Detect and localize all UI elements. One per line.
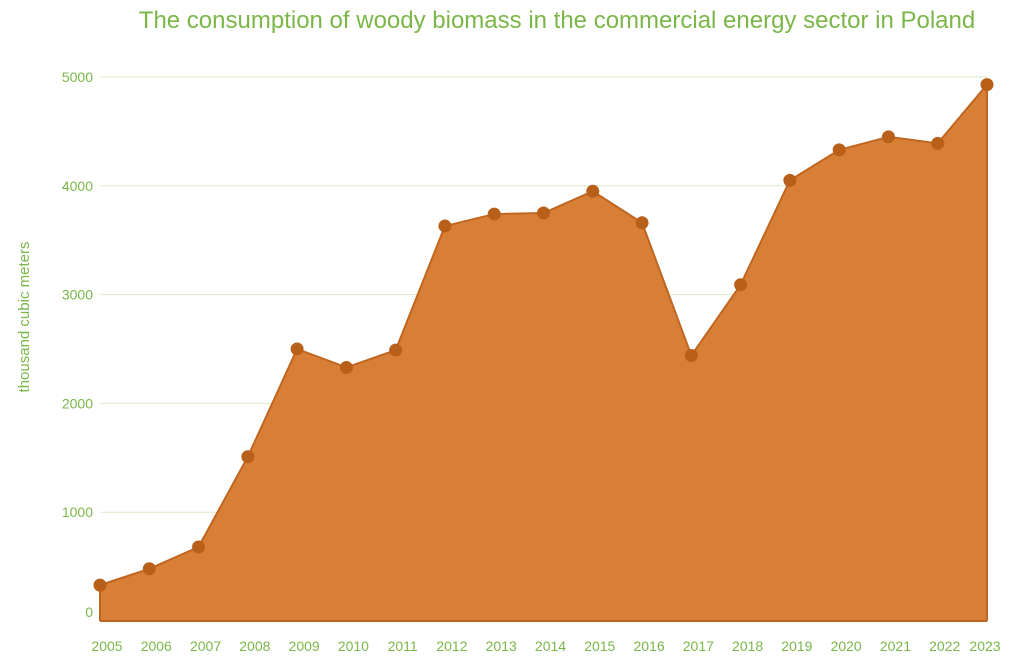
x-tick-label: 2019 <box>781 638 812 654</box>
data-point-2015 <box>586 184 600 198</box>
x-tick-label: 2018 <box>732 638 763 654</box>
data-point-2010 <box>339 360 353 374</box>
x-tick-label: 2016 <box>633 638 664 654</box>
x-tick-label: 2022 <box>929 638 960 654</box>
data-point-2007 <box>192 540 206 554</box>
x-tick-label: 2021 <box>880 638 911 654</box>
data-point-2016 <box>635 216 649 230</box>
x-tick-label: 2011 <box>388 638 418 654</box>
x-tick-label: 2023 <box>969 638 1000 654</box>
x-tick-label: 2013 <box>486 638 517 654</box>
y-tick-label: 2000 <box>62 395 93 411</box>
x-tick-label: 2006 <box>141 638 172 654</box>
x-tick-label: 2008 <box>239 638 270 654</box>
y-tick-label: 0 <box>85 604 93 620</box>
data-point-2013 <box>487 207 501 221</box>
y-axis-ticks: 0 1000 2000 3000 4000 5000 <box>62 69 93 620</box>
data-point-2017 <box>684 349 698 363</box>
data-point-2023 <box>980 78 994 92</box>
data-point-2018 <box>734 278 748 292</box>
data-point-2011 <box>389 343 403 357</box>
data-point-2020 <box>832 143 846 157</box>
x-tick-label: 2009 <box>289 638 320 654</box>
data-point-2019 <box>783 173 797 187</box>
x-tick-label: 2017 <box>683 638 714 654</box>
x-tick-label: 2014 <box>535 638 566 654</box>
data-point-2005 <box>93 578 107 592</box>
y-tick-label: 5000 <box>62 69 93 85</box>
y-tick-label: 4000 <box>62 178 93 194</box>
data-point-2021 <box>881 130 895 144</box>
area-series <box>99 83 988 622</box>
area-fill <box>100 84 987 622</box>
chart-title: The consumption of woody biomass in the … <box>139 7 975 34</box>
data-point-2014 <box>537 206 550 220</box>
x-tick-label: 2007 <box>190 638 221 654</box>
data-point-2022 <box>931 136 945 150</box>
x-tick-label: 2005 <box>91 638 122 654</box>
x-axis-ticks: 2005 2006 2007 2008 2009 2010 2011 2012 2013 2014… <box>91 638 1000 654</box>
x-tick-label: 2012 <box>436 638 467 654</box>
data-point-2008 <box>241 450 255 464</box>
x-tick-label: 2015 <box>584 638 615 654</box>
x-tick-label: 2010 <box>338 638 369 654</box>
y-tick-label: 3000 <box>62 287 93 303</box>
x-tick-label: 2020 <box>831 638 862 654</box>
data-point-2009 <box>290 342 304 356</box>
data-points <box>93 78 994 592</box>
y-tick-label: 1000 <box>62 504 93 520</box>
data-point-2012 <box>438 219 452 233</box>
y-axis-label: thousand cubic meters <box>16 242 33 393</box>
data-point-2006 <box>142 562 156 576</box>
